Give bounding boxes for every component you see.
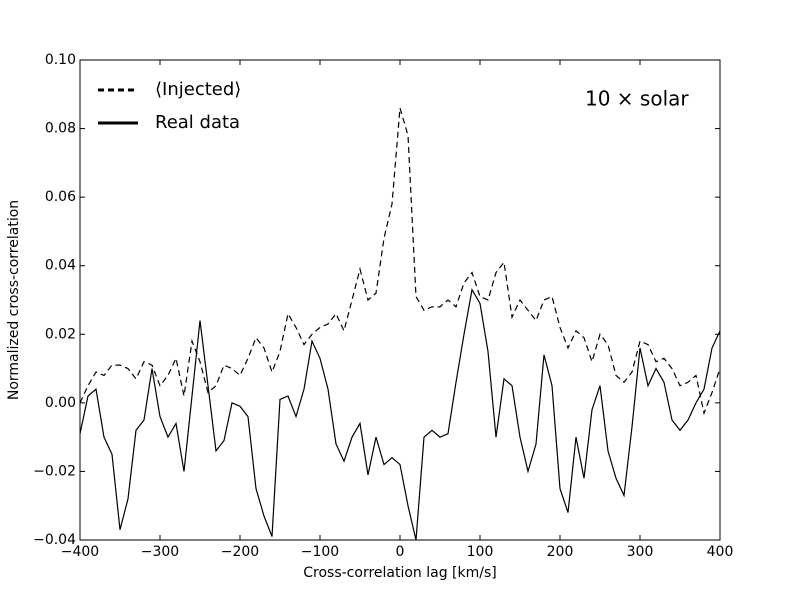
annotation: 10 × solar <box>585 87 689 111</box>
x-tick-label: −300 <box>141 544 179 560</box>
x-tick-label: −200 <box>221 544 259 560</box>
x-tick-label: 200 <box>547 544 574 560</box>
y-tick-label: −0.04 <box>33 532 76 548</box>
x-tick-label: −100 <box>301 544 339 560</box>
y-tick-label: 0.04 <box>45 258 76 274</box>
legend-label: ⟨Injected⟩ <box>155 79 241 100</box>
x-axis-label: Cross-correlation lag [km/s] <box>303 565 496 581</box>
y-tick-label: 0.02 <box>45 326 76 342</box>
y-axis-label: Normalized cross-correlation <box>6 200 22 400</box>
x-tick-label: 0 <box>396 544 405 560</box>
x-tick-label: 300 <box>627 544 654 560</box>
data-line <box>79 287 721 541</box>
x-tick-label: −400 <box>61 544 99 560</box>
y-tick-label: 0.00 <box>45 395 76 411</box>
data-line <box>79 107 721 416</box>
y-tick-label: 0.06 <box>45 189 76 205</box>
legend-label: Real data <box>155 112 240 133</box>
x-tick-label: 400 <box>707 544 734 560</box>
y-tick-label: −0.02 <box>33 463 76 479</box>
x-tick-label: 100 <box>467 544 494 560</box>
y-tick-label: 0.08 <box>45 121 76 137</box>
y-tick-label: 0.10 <box>45 52 76 68</box>
